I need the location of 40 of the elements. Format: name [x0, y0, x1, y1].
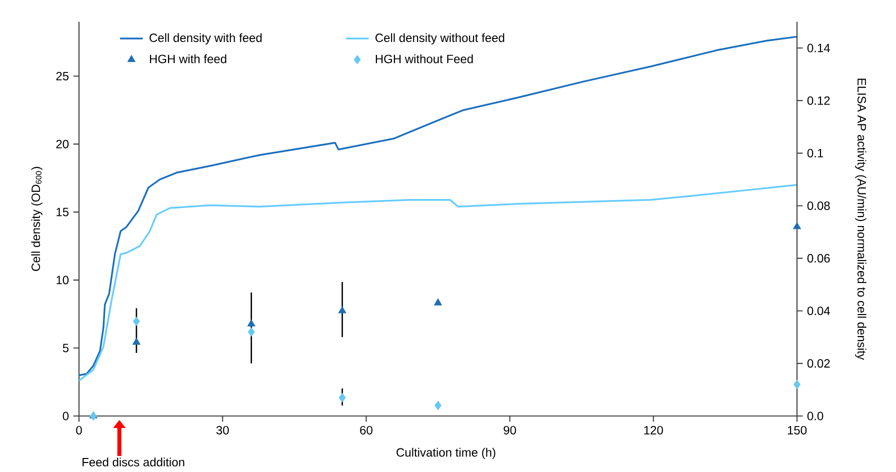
point	[794, 380, 800, 389]
x-tick-label: 60	[360, 426, 372, 434]
legend-label: Cell density without feed	[375, 33, 504, 44]
legend-label: HGH with feed	[150, 54, 226, 64]
point	[248, 327, 255, 336]
legend-label: Cell density with feed	[150, 33, 262, 44]
y2-tick-label: 0.1	[807, 148, 824, 158]
y-tick-label: 25	[56, 72, 69, 80]
y2-tick-label: 0.0	[807, 412, 824, 420]
y-tick-label: 10	[56, 276, 69, 284]
y-tick-label: 20	[56, 140, 69, 148]
point	[90, 411, 97, 421]
y2-tick-label: 0.08	[807, 201, 830, 210]
x-axis-title: Cultivation time (h)	[396, 448, 496, 460]
line-series	[78, 184, 798, 382]
legend-label: HGH without Feed	[376, 54, 473, 64]
y-tick-label: 0	[62, 412, 69, 420]
text: Feed discs addition	[82, 458, 184, 466]
y2-tick-label: 0.02	[807, 359, 830, 368]
point	[434, 298, 442, 306]
y-tick-label: 5	[62, 344, 69, 352]
point	[338, 393, 346, 402]
y2-tick-label: 0.14	[807, 44, 830, 52]
x-tick-label: 30	[216, 426, 229, 434]
point	[434, 400, 442, 410]
point	[132, 316, 140, 326]
y-tick-label: 15	[56, 208, 69, 216]
point	[132, 338, 140, 345]
x-tick-label: 90	[504, 426, 516, 434]
point	[338, 306, 346, 314]
x-tick-label: 0	[76, 426, 82, 434]
x-tick-label: 150	[788, 426, 807, 434]
y2-tick-label: 0.04	[807, 306, 830, 316]
y2-tick-label: 0.06	[807, 254, 830, 263]
y2-tick-label: 0.12	[807, 96, 830, 105]
point	[793, 222, 801, 230]
y2-axis-title: ELISA AP activity (AU/min) normalized to cell density	[855, 78, 866, 360]
x-tick-label: 120	[644, 426, 663, 434]
point	[247, 319, 256, 326]
y-axis-title: Cell density (OD$_{600}$)	[31, 166, 42, 271]
